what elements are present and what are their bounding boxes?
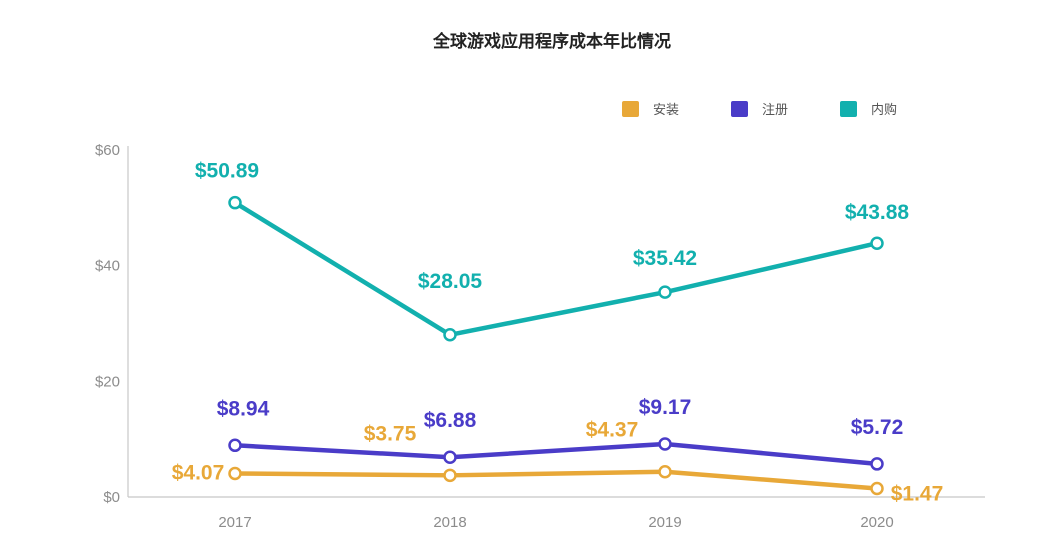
legend-item: 安装 bbox=[622, 101, 679, 118]
data-point bbox=[228, 466, 242, 481]
x-tick-label: 2018 bbox=[433, 514, 466, 531]
data-label: $28.05 bbox=[418, 270, 483, 293]
y-tick-label: $40 bbox=[95, 258, 120, 275]
data-point bbox=[228, 195, 242, 210]
data-point bbox=[443, 328, 457, 342]
data-label: $6.88 bbox=[424, 409, 477, 432]
series-line bbox=[232, 200, 880, 338]
data-label: $3.75 bbox=[364, 422, 417, 445]
series-points bbox=[228, 195, 884, 496]
axes: $0 $20 $40 $60 2017 2018 2019 2020 bbox=[95, 142, 985, 531]
data-label: $4.37 bbox=[586, 419, 639, 442]
data-point bbox=[870, 481, 884, 496]
data-label: $9.17 bbox=[639, 396, 692, 419]
x-tick-label: 2017 bbox=[218, 514, 251, 531]
legend-label: 注册 bbox=[762, 103, 788, 118]
data-label: $1.47 bbox=[891, 482, 944, 505]
chart-title: 全球游戏应用程序成本年比情况 bbox=[432, 31, 671, 52]
legend-swatch bbox=[622, 101, 639, 117]
legend-label: 内购 bbox=[871, 102, 897, 118]
data-point bbox=[443, 450, 457, 464]
legend-item: 注册 bbox=[731, 101, 788, 118]
data-point bbox=[658, 464, 672, 479]
legend-label: 安装 bbox=[653, 103, 679, 118]
x-tick-label: 2020 bbox=[860, 514, 893, 531]
data-label: $35.42 bbox=[633, 247, 697, 270]
x-tick-label: 2019 bbox=[648, 514, 681, 531]
series-line bbox=[232, 469, 880, 491]
legend-item: 内购 bbox=[840, 101, 897, 118]
data-label: $50.89 bbox=[195, 160, 259, 183]
data-point bbox=[870, 236, 884, 250]
data-labels: $4.07 $3.75 $4.37 $1.47 $8.94 $6.88 $9.17 $5.72… bbox=[172, 160, 944, 506]
data-point bbox=[228, 438, 242, 453]
series-line bbox=[232, 441, 880, 467]
legend-swatch bbox=[840, 101, 857, 117]
y-tick-label: $20 bbox=[95, 373, 120, 390]
y-tick-label: $60 bbox=[95, 142, 120, 159]
legend-swatch bbox=[731, 101, 748, 117]
data-point bbox=[658, 285, 672, 299]
y-tick-label: $0 bbox=[103, 489, 120, 506]
data-label: $5.72 bbox=[851, 416, 904, 439]
data-label: $8.94 bbox=[217, 397, 270, 420]
series-lines bbox=[232, 200, 880, 491]
data-point bbox=[658, 437, 672, 451]
data-label: $43.88 bbox=[845, 201, 910, 224]
data-point bbox=[443, 468, 457, 483]
data-label: $4.07 bbox=[172, 461, 225, 484]
legend: 安装 注册 内购 bbox=[622, 101, 897, 118]
data-point bbox=[870, 457, 884, 471]
